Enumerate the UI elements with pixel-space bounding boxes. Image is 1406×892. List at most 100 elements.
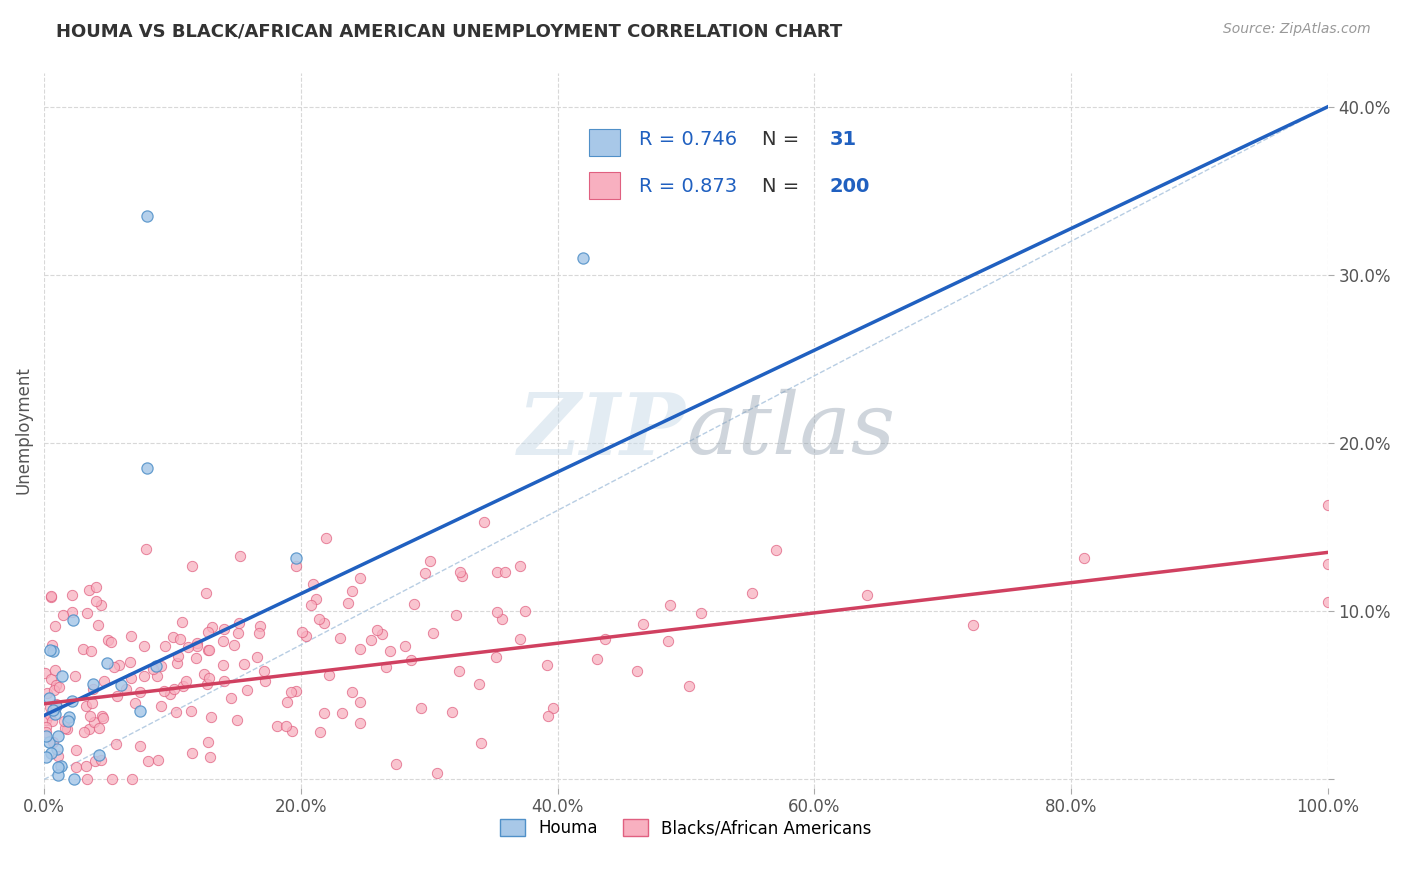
Point	[219, 690, 242, 705]
Point	[470, 736, 492, 750]
Point	[34, 665, 56, 680]
Point	[93, 673, 115, 688]
Point	[494, 565, 516, 579]
Point	[336, 596, 359, 610]
Point	[35, 729, 58, 743]
Point	[186, 639, 208, 653]
Point	[308, 612, 330, 626]
Point	[108, 657, 131, 672]
Point	[110, 678, 132, 692]
Point	[73, 724, 96, 739]
Point	[51, 759, 73, 773]
Point	[399, 652, 422, 666]
Point	[166, 656, 188, 670]
Point	[690, 607, 713, 621]
Point	[280, 724, 302, 739]
Point	[491, 612, 513, 626]
Point	[103, 660, 125, 674]
Point	[79, 708, 101, 723]
Point	[114, 681, 136, 696]
Point	[48, 680, 70, 694]
Point	[193, 667, 215, 681]
Point	[380, 643, 402, 657]
Point	[46, 768, 69, 782]
Point	[342, 584, 364, 599]
Point	[371, 627, 394, 641]
Point	[79, 722, 101, 736]
Point	[129, 685, 152, 699]
Point	[1317, 595, 1340, 609]
Point	[89, 748, 111, 763]
Point	[285, 684, 308, 698]
Point	[150, 659, 173, 673]
Text: atlas: atlas	[686, 389, 896, 472]
Point	[63, 668, 86, 682]
Point	[309, 725, 332, 739]
Point	[404, 597, 426, 611]
Point	[45, 697, 67, 711]
Point	[224, 638, 246, 652]
Point	[60, 588, 83, 602]
Point	[44, 706, 66, 721]
Point	[172, 615, 194, 629]
Point	[86, 594, 108, 608]
Point	[60, 694, 83, 708]
Point	[167, 648, 190, 663]
Point	[76, 699, 98, 714]
Point	[39, 746, 62, 760]
Point	[62, 613, 84, 627]
Point	[474, 515, 496, 529]
Point	[42, 703, 65, 717]
Text: Source: ZipAtlas.com: Source: ZipAtlas.com	[1223, 22, 1371, 37]
Point	[413, 566, 436, 580]
Point	[246, 650, 269, 665]
Point	[658, 598, 681, 612]
Point	[44, 663, 66, 677]
Point	[65, 743, 87, 757]
Point	[128, 739, 150, 753]
Point	[53, 721, 76, 735]
Point	[536, 657, 558, 672]
Point	[51, 669, 73, 683]
Point	[422, 626, 444, 640]
Point	[39, 699, 62, 714]
Point	[266, 719, 288, 733]
Point	[97, 632, 120, 647]
Point	[212, 633, 235, 648]
Point	[174, 674, 197, 689]
Point	[132, 668, 155, 682]
Point	[104, 738, 127, 752]
Point	[197, 735, 219, 749]
Point	[486, 565, 509, 579]
Point	[153, 684, 176, 698]
Point	[46, 729, 69, 743]
Point	[572, 251, 595, 265]
Point	[284, 558, 307, 573]
Point	[330, 706, 353, 721]
Point	[75, 758, 97, 772]
Point	[425, 766, 447, 780]
Point	[349, 571, 371, 585]
Point	[89, 721, 111, 735]
Point	[91, 710, 114, 724]
Point	[39, 643, 62, 657]
Point	[586, 652, 609, 666]
Point	[374, 659, 396, 673]
Point	[678, 679, 700, 693]
Point	[39, 590, 62, 604]
Point	[468, 677, 491, 691]
Point	[657, 634, 679, 648]
Point	[409, 701, 432, 715]
Point	[53, 714, 76, 729]
Point	[212, 673, 235, 688]
Point	[593, 632, 616, 646]
Point	[225, 713, 247, 727]
Point	[62, 605, 84, 619]
Point	[121, 772, 143, 787]
Point	[195, 677, 218, 691]
Point	[46, 760, 69, 774]
Point	[276, 695, 298, 709]
Point	[253, 665, 276, 679]
Point	[486, 605, 509, 619]
Point	[229, 549, 252, 563]
